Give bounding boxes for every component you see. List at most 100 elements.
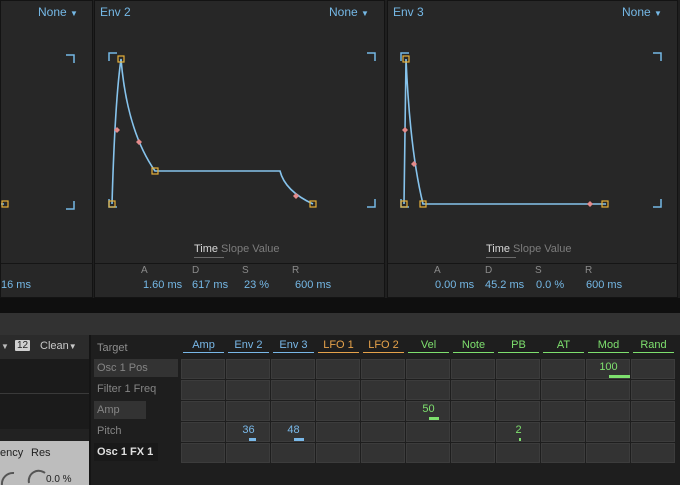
matrix-cell[interactable] [316, 380, 360, 400]
release-value[interactable]: 600 ms [586, 279, 623, 291]
matrix-cell[interactable] [496, 443, 540, 463]
modulation-source-dropdown[interactable]: None ▼ [622, 5, 662, 19]
matrix-cell[interactable] [181, 401, 225, 421]
quality-dropdown[interactable]: Clean▼ [40, 340, 77, 352]
matrix-cell[interactable] [406, 422, 450, 442]
tab-value[interactable]: Value [252, 243, 280, 255]
corner-marker [108, 199, 117, 208]
matrix-row-target[interactable] [94, 443, 158, 461]
modulation-matrix: Target Amp Env 2 Env 3 LFO 1 LFO 2 Vel Note PB A… [89, 335, 680, 485]
matrix-cell[interactable] [361, 422, 405, 442]
modulation-source-dropdown[interactable]: None ▼ [329, 5, 369, 19]
corner-marker [653, 52, 662, 61]
time-value[interactable]: 16 ms [1, 279, 31, 291]
release-value[interactable]: 600 ms [295, 279, 332, 291]
matrix-cell[interactable] [226, 422, 270, 442]
sustain-value[interactable]: 0.0 % [536, 279, 565, 291]
matrix-cell[interactable] [496, 422, 540, 442]
matrix-cell[interactable] [496, 380, 540, 400]
filter-frequency-label: ency [0, 447, 24, 459]
matrix-cell[interactable] [181, 359, 225, 379]
matrix-cell[interactable] [226, 443, 270, 463]
chevron-down-icon[interactable]: ▼ [1, 342, 9, 351]
matrix-cell[interactable] [361, 401, 405, 421]
matrix-cell[interactable] [541, 380, 585, 400]
matrix-cell[interactable] [271, 422, 315, 442]
matrix-cell[interactable] [406, 401, 450, 421]
modulation-amount[interactable]: 50 [422, 403, 435, 415]
decay-value[interactable]: 617 ms [192, 279, 229, 291]
tab-time[interactable]: Time [194, 243, 219, 255]
attack-value[interactable]: 1.60 ms [143, 279, 183, 291]
matrix-cell[interactable] [316, 359, 360, 379]
matrix-cell[interactable] [271, 380, 315, 400]
release-label: R [585, 265, 593, 276]
matrix-cell[interactable] [406, 359, 450, 379]
tab-time[interactable]: Time [486, 243, 511, 255]
column-header-underline [633, 352, 674, 353]
matrix-cell[interactable] [631, 443, 675, 463]
modulation-amount[interactable]: 100 [599, 361, 618, 373]
tab-slope[interactable]: Slope [513, 243, 542, 255]
matrix-cell[interactable] [181, 422, 225, 442]
target-label: Osc 1 Pos [97, 362, 148, 374]
matrix-cell[interactable] [406, 380, 450, 400]
matrix-cell[interactable] [541, 359, 585, 379]
column-header-underline [408, 352, 449, 353]
matrix-cell[interactable] [226, 359, 270, 379]
matrix-cell[interactable] [271, 443, 315, 463]
envelope-display[interactable] [388, 41, 678, 221]
matrix-cell[interactable] [271, 359, 315, 379]
modulation-amount[interactable]: 2 [515, 424, 522, 436]
sustain-value[interactable]: 23 % [244, 279, 270, 291]
matrix-cell[interactable] [451, 422, 495, 442]
matrix-cell[interactable] [586, 401, 630, 421]
matrix-cell[interactable] [361, 359, 405, 379]
matrix-cell[interactable] [271, 401, 315, 421]
matrix-cell[interactable] [316, 401, 360, 421]
matrix-cell[interactable] [406, 443, 450, 463]
modulation-source-dropdown[interactable]: None ▼ [38, 5, 78, 19]
matrix-cell[interactable] [451, 359, 495, 379]
matrix-cell[interactable] [586, 359, 630, 379]
matrix-cell[interactable] [586, 443, 630, 463]
matrix-cell[interactable] [631, 380, 675, 400]
attack-value[interactable]: 0.00 ms [435, 279, 475, 291]
matrix-cell[interactable] [496, 401, 540, 421]
modulation-amount[interactable]: 36 [242, 424, 255, 436]
resonance-value[interactable]: 0.0 % [46, 474, 72, 485]
chevron-down-icon: ▼ [70, 9, 78, 18]
envelope-display[interactable] [1, 41, 93, 221]
matrix-cell[interactable] [361, 443, 405, 463]
env3-panel: Env 3 None ▼ Time Slope Value A D S R 0.00… [387, 0, 678, 298]
matrix-cell[interactable] [226, 380, 270, 400]
matrix-cell[interactable] [316, 422, 360, 442]
matrix-cell[interactable] [631, 359, 675, 379]
voices-value[interactable]: 12 [15, 340, 31, 351]
matrix-cell[interactable] [316, 443, 360, 463]
matrix-cell[interactable] [361, 380, 405, 400]
matrix-cell[interactable] [451, 443, 495, 463]
matrix-cell[interactable] [181, 443, 225, 463]
matrix-cell[interactable] [586, 380, 630, 400]
envelope-display[interactable] [95, 41, 385, 221]
matrix-cell[interactable] [451, 380, 495, 400]
column-header-vel: Vel [420, 339, 437, 351]
tab-slope[interactable]: Slope [221, 243, 250, 255]
modulation-amount[interactable]: 48 [287, 424, 300, 436]
matrix-cell[interactable] [541, 401, 585, 421]
decay-value[interactable]: 45.2 ms [485, 279, 525, 291]
matrix-cell[interactable] [181, 380, 225, 400]
matrix-cell[interactable] [586, 422, 630, 442]
matrix-cell[interactable] [631, 422, 675, 442]
matrix-row-target[interactable] [94, 359, 178, 377]
matrix-cell[interactable] [226, 401, 270, 421]
matrix-cell[interactable] [496, 359, 540, 379]
matrix-cell[interactable] [541, 443, 585, 463]
matrix-cell[interactable] [631, 401, 675, 421]
matrix-cell[interactable] [541, 422, 585, 442]
tab-value[interactable]: Value [544, 243, 572, 255]
matrix-cell[interactable] [451, 401, 495, 421]
resonance-knob[interactable] [0, 459, 89, 485]
matrix-row-target[interactable] [94, 401, 146, 419]
